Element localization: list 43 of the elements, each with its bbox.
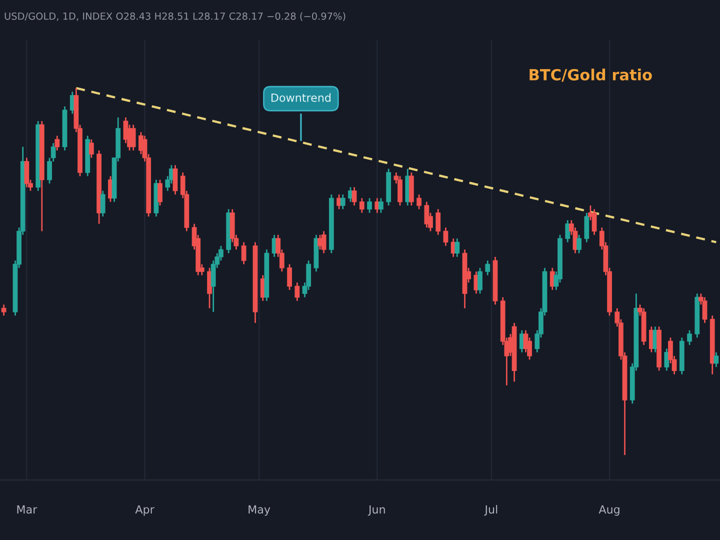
candlestick <box>592 208 597 236</box>
candlestick <box>576 234 582 254</box>
candlestick <box>172 164 178 196</box>
candlestick <box>158 179 162 206</box>
candlestick <box>565 219 570 243</box>
candlestick <box>241 242 246 265</box>
x-tick-label: Jun <box>368 505 385 516</box>
x-tick-label: May <box>248 505 270 516</box>
candlestick <box>130 124 136 152</box>
candlestick <box>287 264 292 291</box>
candlestick <box>424 201 430 228</box>
candlestick <box>687 330 692 346</box>
candlestick <box>443 226 448 247</box>
candlestick <box>340 194 346 210</box>
candlestick <box>664 348 670 372</box>
candlestick <box>367 197 372 214</box>
candlestick <box>24 157 30 188</box>
candlestick <box>702 296 708 324</box>
candlestick <box>398 175 402 206</box>
x-tick-label: Mar <box>17 505 38 514</box>
candlestick <box>294 282 300 302</box>
candlestick <box>54 135 60 152</box>
candlestick <box>88 138 94 158</box>
annotation: Downtrend <box>272 93 330 102</box>
candlestick <box>584 212 590 243</box>
candlestick <box>454 238 460 258</box>
candlestick <box>485 260 490 276</box>
candlestick <box>436 208 441 236</box>
x-tick-label: Jul <box>484 505 498 516</box>
candlestick <box>416 194 422 210</box>
candlestick <box>714 352 719 368</box>
candlestick <box>478 267 482 294</box>
chart-subtitle: USD/GOLD, 1D, INDEX O28.43 H28.51 L28.17 C28.17 −0.28 (−0.97%) <box>4 12 346 21</box>
candlestick <box>378 197 384 214</box>
x-tick-label: Aug <box>598 505 620 516</box>
candlestick <box>1 304 6 316</box>
candlestick <box>359 197 364 214</box>
candlestick <box>207 267 212 309</box>
candlestick <box>352 186 357 206</box>
candlestick <box>321 230 326 254</box>
chart-title: BTC/Gold ratio <box>530 68 652 82</box>
candlestick <box>100 190 106 218</box>
x-tick-label: Apr <box>135 505 154 516</box>
